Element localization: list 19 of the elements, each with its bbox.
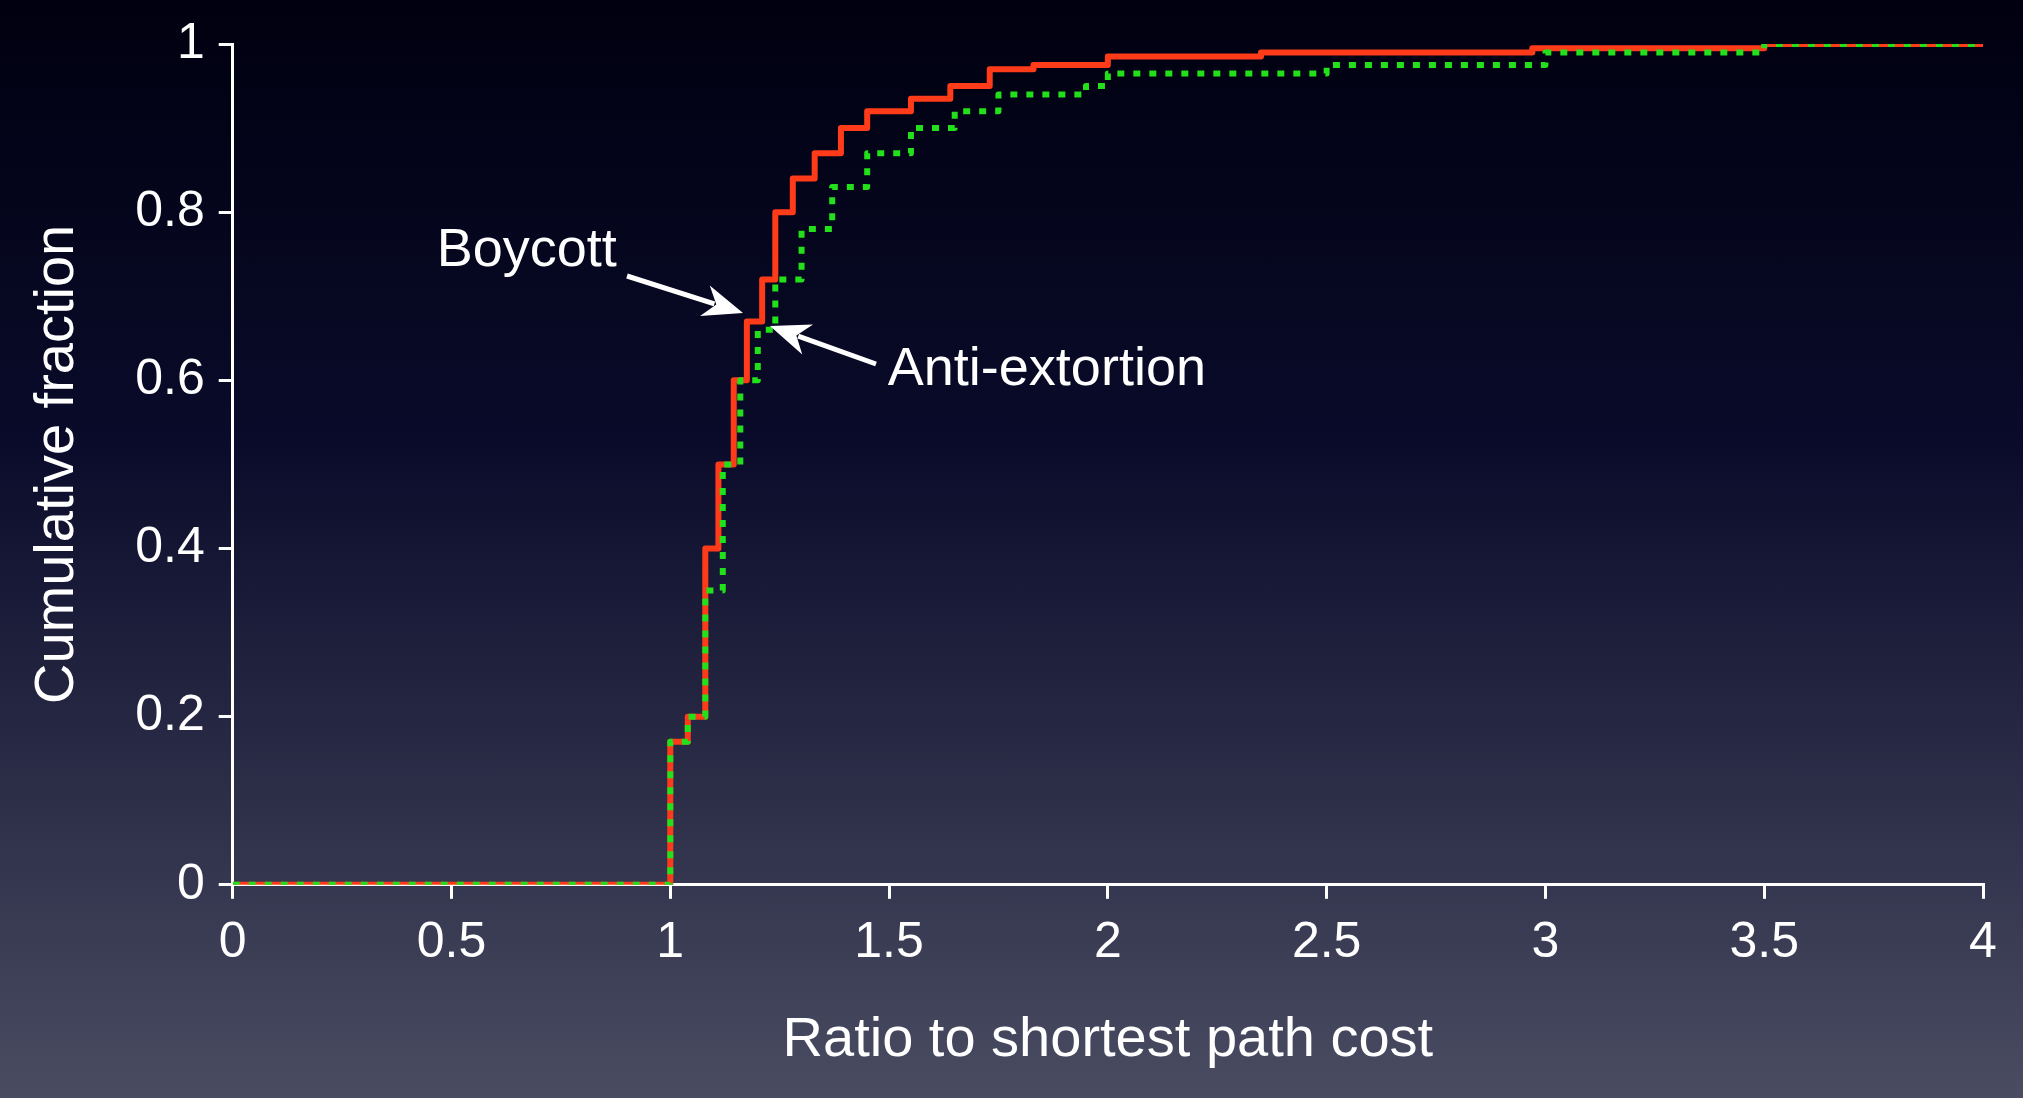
- text: Boycott: [436, 217, 617, 278]
- y-tick-label: 1: [176, 12, 205, 69]
- x-tick-label: 1.5: [854, 911, 924, 968]
- series-label: Anti-extortion: [887, 335, 1206, 396]
- y-tick-label: 0.4: [135, 517, 205, 574]
- x-tick-label: 2: [1093, 911, 1122, 968]
- y-tick-label: 0.2: [135, 685, 205, 742]
- y-tick-label: 0.8: [135, 180, 205, 237]
- x-tick-label: 3.5: [1729, 911, 1799, 968]
- x-tick-label: 4: [1969, 911, 1997, 968]
- y-tick-label: 0.6: [135, 349, 205, 406]
- x-tick-label: 0.5: [416, 911, 487, 968]
- y-tick-label: 0: [176, 853, 205, 910]
- x-axis-title: Ratio to shortest path cost: [782, 1004, 1434, 1068]
- x-tick-label: 2.5: [1291, 911, 1362, 968]
- x-tick-label: 1: [656, 911, 685, 968]
- x-tick-label: 3: [1531, 911, 1560, 968]
- x-tick-label: 0: [218, 911, 247, 968]
- y-axis-title: Cumulative fraction: [22, 224, 86, 705]
